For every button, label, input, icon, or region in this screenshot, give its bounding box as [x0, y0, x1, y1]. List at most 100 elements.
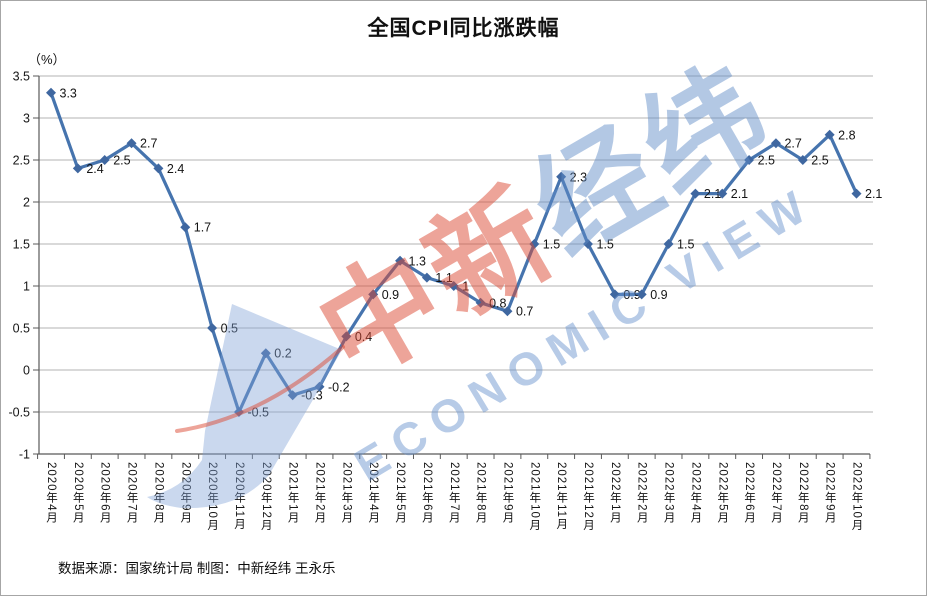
- data-point-marker: [851, 188, 862, 199]
- data-point-marker: [126, 138, 137, 149]
- series-line: [49, 91, 859, 414]
- data-point-label: 1.5: [677, 238, 694, 252]
- data-point-label: 2.5: [811, 154, 828, 168]
- x-axis-label: 2021年11月: [555, 462, 568, 531]
- y-axis-label: 3: [23, 112, 30, 126]
- data-point-label: 2.7: [140, 137, 157, 151]
- data-point-label: 2.8: [838, 128, 855, 142]
- x-axis-label: 2020年5月: [71, 462, 84, 524]
- data-point-marker: [502, 306, 513, 317]
- data-point-marker: [556, 171, 567, 182]
- data-point-label: 0.8: [489, 296, 506, 310]
- data-point-marker: [663, 239, 674, 249]
- data-point-label: 1.1: [435, 271, 452, 285]
- x-axis-label: 2021年9月: [501, 462, 514, 524]
- data-point-marker: [690, 188, 701, 199]
- x-axis-label: 2022年6月: [743, 462, 756, 524]
- x-axis-label: 2021年2月: [313, 462, 326, 524]
- x-axis-label: 2020年9月: [179, 462, 192, 524]
- x-axis-label: 2021年4月: [367, 462, 380, 524]
- x-axis-label: 2021年10月: [528, 462, 541, 532]
- data-point-label: 2.1: [865, 187, 882, 201]
- x-axis-label: 2021年12月: [582, 462, 594, 532]
- y-axis-label: 2: [23, 196, 30, 210]
- data-point-label: 0.9: [650, 288, 667, 302]
- data-point-marker: [153, 163, 164, 174]
- y-axis-label: -1: [19, 448, 30, 462]
- data-point-marker: [233, 407, 244, 417]
- x-axis-label: 2020年8月: [152, 462, 165, 524]
- data-point-label: 2.1: [704, 187, 721, 201]
- x-axis-label: 2020年10月: [206, 462, 219, 532]
- y-axis-label: -0.5: [8, 406, 30, 420]
- data-point-marker: [824, 129, 835, 140]
- data-point-label: 2.7: [784, 137, 801, 151]
- x-axis-label: 2021年7月: [447, 462, 460, 524]
- data-point-marker: [583, 239, 593, 249]
- x-axis-label: 2022年7月: [770, 462, 782, 524]
- data-point-marker: [99, 155, 110, 165]
- data-point-label: 0.9: [382, 288, 399, 302]
- data-point-label: 3.3: [60, 86, 77, 100]
- data-point-label: 2.5: [758, 154, 775, 168]
- data-point-label: 2.4: [167, 162, 184, 176]
- data-point-marker: [421, 272, 432, 283]
- data-point-marker: [770, 138, 781, 149]
- data-point-marker: [448, 281, 459, 291]
- data-point-marker: [717, 188, 728, 199]
- x-axis-label: 2021年6月: [420, 462, 433, 524]
- data-point-label: 1.3: [409, 254, 426, 268]
- x-axis-label: 2021年8月: [474, 462, 487, 524]
- data-point-label: 2.3: [570, 170, 587, 184]
- x-axis-label: 2022年9月: [823, 462, 836, 524]
- y-axis-label: 0: [23, 364, 30, 378]
- data-point-marker: [180, 222, 191, 233]
- data-point-label: 1.5: [543, 238, 560, 252]
- data-point-marker: [72, 163, 83, 174]
- chart-title: 全国CPI同比涨跌幅: [367, 17, 560, 40]
- data-point-marker: [529, 239, 540, 249]
- x-axis-label: 2020年4月: [45, 462, 57, 524]
- data-point-label: 1.7: [194, 221, 211, 235]
- x-axis-label: 2022年3月: [662, 462, 675, 524]
- data-point-label: 2.5: [113, 154, 130, 168]
- data-point-label: 1.5: [597, 238, 614, 252]
- x-axis-label: 2020年11月: [233, 462, 245, 531]
- data-point-marker: [207, 323, 218, 333]
- data-point-label: 0.5: [221, 322, 238, 336]
- y-axis-label: 3.5: [13, 70, 30, 84]
- y-axis-label: 1: [23, 280, 30, 294]
- x-axis-label: 2022年4月: [689, 462, 702, 524]
- x-axis-label: 2020年7月: [125, 462, 138, 524]
- data-point-label: -0.5: [247, 406, 269, 420]
- y-axis-label: 0.5: [13, 322, 30, 336]
- x-axis-label: 2020年12月: [259, 462, 272, 532]
- y-axis-label: 2.5: [13, 154, 30, 168]
- x-axis-label: 2021年5月: [394, 462, 407, 524]
- data-point-label: 2.1: [731, 187, 748, 201]
- x-axis-label: 2021年3月: [340, 462, 353, 524]
- data-point-marker: [636, 289, 647, 300]
- data-point-marker: [341, 331, 352, 342]
- source-credit-note: 数据来源：国家统计局 制图：中新经纬 王永乐: [58, 561, 336, 576]
- x-axis-label: 2022年8月: [796, 462, 809, 524]
- data-point-label: 2.4: [86, 162, 103, 176]
- data-point-label: 0.7: [516, 305, 533, 319]
- y-axis-label: 1.5: [13, 238, 30, 252]
- data-point-label: 0.2: [274, 347, 291, 361]
- x-axis-label: 2022年10月: [850, 462, 863, 532]
- data-point-marker: [609, 289, 620, 300]
- data-point-marker: [475, 297, 486, 308]
- x-axis-label: 2022年1月: [608, 462, 621, 524]
- data-point-label: 1: [462, 280, 469, 294]
- data-point-marker: [395, 255, 406, 266]
- data-point-marker: [744, 155, 755, 165]
- data-point-label: 0.4: [355, 330, 372, 344]
- data-point-marker: [797, 155, 808, 165]
- data-point-label: -0.2: [328, 380, 350, 394]
- data-point-marker: [46, 87, 56, 98]
- x-axis-label: 2022年2月: [635, 462, 648, 524]
- y-axis-unit-label: （%）: [28, 52, 66, 67]
- x-axis-label: 2020年6月: [98, 462, 111, 524]
